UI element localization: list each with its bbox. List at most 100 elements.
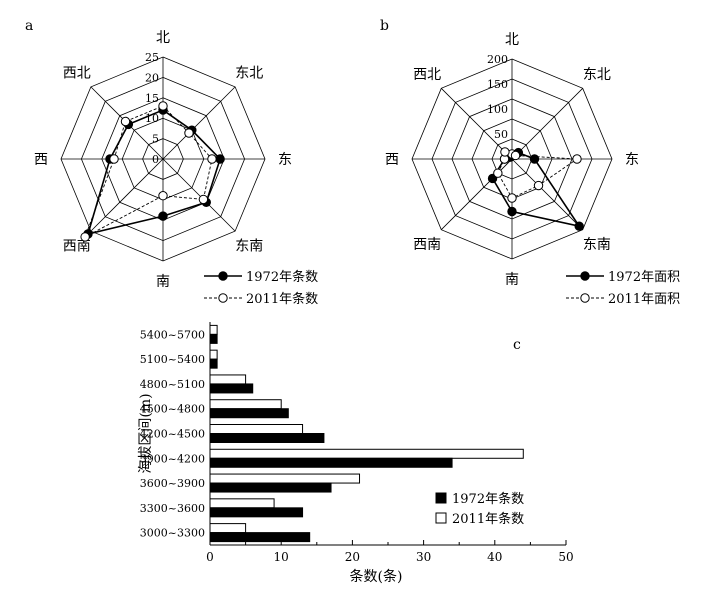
x-tick-label: 0 <box>206 550 214 564</box>
panel-c-label: c <box>513 337 521 353</box>
bar-2011 <box>209 448 524 459</box>
bar-2011 <box>209 374 247 385</box>
radar-direction-label: 东北 <box>235 66 263 82</box>
radar-direction-label: 西南 <box>413 237 441 253</box>
panel-a-label: a <box>25 18 33 34</box>
legend-label: 2011年面积 <box>608 292 680 307</box>
x-tick-label: 20 <box>345 550 360 564</box>
x-tick-label: 50 <box>558 550 573 564</box>
bar-2011 <box>209 349 218 360</box>
radar-series-point <box>198 194 209 205</box>
radar-direction-label: 西北 <box>413 67 441 83</box>
radar-series-line <box>84 105 213 238</box>
y-tick-label: 4200~4500 <box>140 428 205 441</box>
y-tick-label: 5100~5400 <box>140 353 205 366</box>
legend-label: 2011年条数 <box>452 511 524 527</box>
radar-spoke <box>511 88 583 160</box>
panel-b-label: b <box>380 18 389 34</box>
bar-2011 <box>209 523 247 534</box>
radar-series-point <box>158 101 168 111</box>
radar-direction-label: 北 <box>505 32 519 48</box>
x-axis-title: 条数(条) <box>350 568 403 585</box>
bar-1972 <box>209 358 218 369</box>
radar-series-point <box>215 154 225 164</box>
bar-2011 <box>209 473 361 484</box>
radar-direction-label: 西 <box>34 152 48 168</box>
legend-label: 1972年条数 <box>452 491 524 507</box>
radar-series-point <box>207 154 217 164</box>
legend-swatch <box>435 492 447 504</box>
legend-label: 1972年条数 <box>246 269 318 285</box>
radar-tick-label: 150 <box>487 78 508 91</box>
x-tick-label: 30 <box>416 550 431 564</box>
radar-series-point <box>184 128 194 138</box>
radar-direction-label: 南 <box>156 274 170 290</box>
y-tick-label: 4800~5100 <box>140 378 205 391</box>
radar-tick-label: 5 <box>152 133 159 146</box>
radar-spoke <box>441 88 513 160</box>
radar-series-point <box>533 180 544 191</box>
bar-1972 <box>209 482 332 493</box>
x-tick-label: 10 <box>274 550 289 564</box>
bar-1972 <box>209 507 304 518</box>
radar-series-point <box>500 147 510 157</box>
y-tick-label: 3000~3300 <box>140 527 205 540</box>
radar-series-point <box>574 221 584 231</box>
radar-series-point <box>158 191 168 201</box>
y-tick-label: 3600~3900 <box>140 477 205 490</box>
radar-tick-label: 15 <box>145 92 159 105</box>
radar-direction-label: 东 <box>625 152 639 168</box>
radar-tick-label: 25 <box>145 51 159 64</box>
y-tick-label: 5400~5700 <box>140 328 205 341</box>
radar-series-point <box>572 154 582 164</box>
legend-marker <box>218 293 228 303</box>
radar-series-point <box>120 116 131 127</box>
bar-2011 <box>209 324 218 335</box>
radar-tick-label: 100 <box>487 103 508 116</box>
legend-swatch <box>435 512 447 524</box>
radar-direction-label: 南 <box>505 272 519 288</box>
radar-series-point <box>158 211 168 221</box>
legend-label: 2011年条数 <box>246 291 318 307</box>
y-tick-label: 4500~4800 <box>140 403 205 416</box>
bar-1972 <box>209 433 325 443</box>
radar-series-point <box>529 154 540 164</box>
radar-spoke <box>162 86 236 160</box>
radar-spoke <box>162 158 236 232</box>
bar-1972 <box>209 532 311 543</box>
radar-series-point <box>507 206 517 217</box>
bar-1972 <box>209 383 254 394</box>
legend-marker <box>580 271 590 281</box>
legend-marker <box>218 271 228 281</box>
bar-chart-c: 0 10 20 30 40 50 条数(条) 海拔区间(m) 3000~3300 3300~360… <box>138 322 574 585</box>
legend-marker <box>580 293 590 303</box>
bar-1972 <box>209 333 218 344</box>
radar-series-point <box>493 168 503 178</box>
x-tick-label: 40 <box>487 550 502 564</box>
y-tick-label: 3300~3600 <box>140 502 205 515</box>
radar-tick-label: 20 <box>145 71 159 84</box>
radar-direction-label: 东南 <box>583 237 611 253</box>
bar-2011 <box>209 424 304 434</box>
radar-direction-label: 北 <box>156 30 170 46</box>
radar-series-point <box>510 150 521 161</box>
bar-2011 <box>209 399 282 410</box>
y-axis-title: 海拔区间(m) <box>138 393 154 473</box>
radar-tick-label: 0 <box>152 153 159 166</box>
radar-spoke <box>90 158 164 232</box>
radar-direction-label: 东南 <box>235 238 263 254</box>
radar-series-point <box>109 154 119 164</box>
radar-series-point <box>80 232 90 242</box>
radar-series-line <box>86 109 222 236</box>
bar-1972 <box>209 457 453 468</box>
radar-direction-label: 西 <box>385 152 399 168</box>
radar-direction-label: 西北 <box>63 66 91 82</box>
legend-label: 1972年面积 <box>608 270 680 285</box>
y-tick-label: 3900~4200 <box>140 452 205 465</box>
bar-1972 <box>209 408 289 419</box>
radar-direction-label: 东 <box>278 152 292 168</box>
radar-tick-label: 50 <box>494 128 508 141</box>
